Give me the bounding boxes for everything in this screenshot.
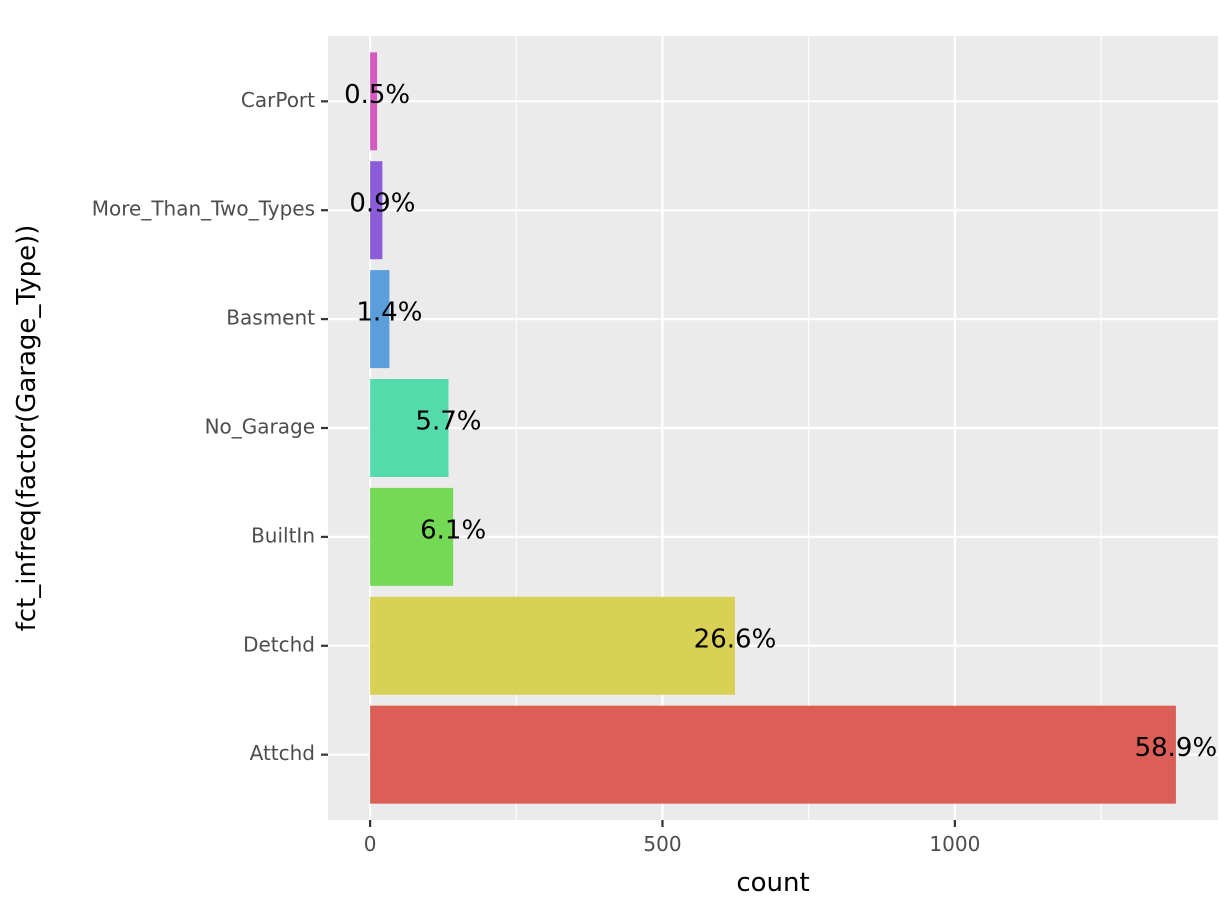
y-tick-label: More_Than_Two_Types (92, 197, 315, 221)
bar-carport (370, 52, 378, 151)
y-axis-title: fct_infreq(factor(Garage_Type)) (12, 225, 42, 632)
x-tick-label: 1000 (929, 832, 980, 856)
y-axis: CarPort More_Than_Two_Types Basment No_Gara… (92, 88, 328, 765)
y-tick-label: CarPort (241, 88, 315, 112)
y-tick-label: Attchd (250, 741, 315, 765)
bar-labels: 0.5% 0.9% 1.4% 5.7% 6.1% 26.6% 58.9% (344, 80, 1217, 763)
bar-data-label: 5.7% (415, 407, 481, 437)
bar-data-label: 1.4% (356, 298, 422, 328)
y-tick-label: BuiltIn (251, 523, 315, 547)
x-tick-label: 500 (643, 832, 681, 856)
bar-more-than-two-types (370, 161, 383, 260)
bar-data-label: 58.9% (1135, 733, 1218, 763)
bars (370, 52, 1176, 804)
bar-data-label: 0.9% (349, 189, 415, 219)
x-tick-label: 0 (364, 832, 377, 856)
bar-data-label: 26.6% (694, 624, 777, 654)
y-tick-label: Basment (226, 306, 315, 330)
bar-basment (370, 270, 390, 369)
bar-attchd (370, 705, 1176, 804)
bar-detchd (370, 596, 735, 695)
bar-no-garage (370, 379, 449, 477)
bar-data-label: 6.1% (420, 515, 486, 545)
x-axis-title: count (736, 868, 809, 898)
bar-data-label: 0.5% (344, 80, 410, 110)
y-tick-label: No_Garage (205, 415, 315, 439)
x-axis: 0 500 1000 (364, 820, 980, 856)
bar-builtin (370, 487, 454, 586)
y-tick-label: Detchd (243, 632, 315, 656)
